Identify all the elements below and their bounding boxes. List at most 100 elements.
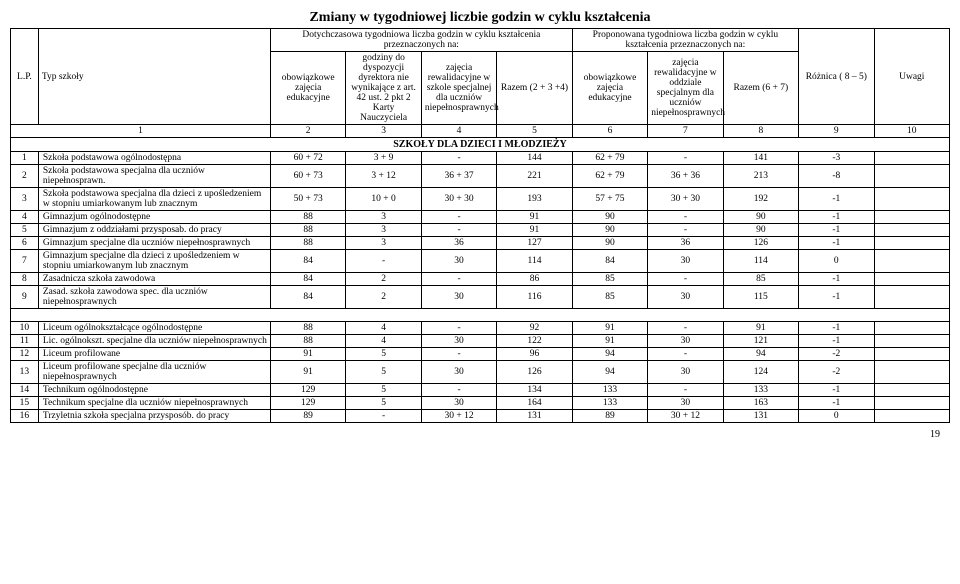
header-razem2: Razem (6 + 7) [723,52,798,125]
value-cell: 163 [723,397,798,410]
value-cell: 91 [270,348,345,361]
row-number: 5 [11,224,39,237]
value-cell [874,250,949,273]
school-name: Gimnazjum specjalne dla dzieci z upośled… [38,250,270,273]
school-name: Gimnazjum specjalne dla uczniów niepełno… [38,237,270,250]
value-cell: 30 + 12 [648,410,723,423]
value-cell [874,361,949,384]
value-cell: 126 [723,237,798,250]
value-cell: 85 [572,286,647,309]
value-cell: 122 [497,335,572,348]
header-rewal1: zajęcia rewalidacyjne w szkole specjalne… [421,52,496,125]
gap-row [11,309,950,322]
value-cell [874,335,949,348]
value-cell: -1 [799,335,874,348]
value-cell [874,348,949,361]
value-cell: 221 [497,165,572,188]
table-row: 4Gimnazjum ogólnodostępne883-9190-90-1 [11,211,950,224]
value-cell: 92 [497,322,572,335]
value-cell: 36 [421,237,496,250]
header-num-4: 4 [421,125,496,138]
value-cell [874,188,949,211]
school-name: Szkoła podstawowa specjalna dla dzieci z… [38,188,270,211]
value-cell [874,397,949,410]
header-razem1: Razem (2 + 3 +4) [497,52,572,125]
row-number: 1 [11,152,39,165]
value-cell [874,322,949,335]
row-number: 14 [11,384,39,397]
school-name: Liceum profilowane [38,348,270,361]
value-cell [874,286,949,309]
value-cell: 127 [497,237,572,250]
value-cell: 94 [572,348,647,361]
value-cell: 89 [270,410,345,423]
value-cell: 90 [723,224,798,237]
value-cell: 213 [723,165,798,188]
value-cell: -3 [799,152,874,165]
row-number: 11 [11,335,39,348]
table-row: 3Szkoła podstawowa specjalna dla dzieci … [11,188,950,211]
value-cell: 0 [799,250,874,273]
value-cell: - [346,410,421,423]
school-name: Liceum ogólnokształcące ogólnodostępne [38,322,270,335]
table-row: 7Gimnazjum specjalne dla dzieci z upośle… [11,250,950,273]
row-number: 9 [11,286,39,309]
header-num-1: 1 [11,125,271,138]
table-body: SZKOŁY DLA DZIECI I MŁODZIEŻY 1Szkoła po… [11,138,950,423]
value-cell: 5 [346,384,421,397]
value-cell: 3 [346,211,421,224]
value-cell: 84 [270,286,345,309]
header-num-9: 9 [799,125,874,138]
header-roznica: Różnica ( 8 – 5) [799,29,874,125]
table-row: 12Liceum profilowane915-9694-94-2 [11,348,950,361]
row-number: 6 [11,237,39,250]
value-cell: 129 [270,384,345,397]
table-row: 6Gimnazjum specjalne dla uczniów niepełn… [11,237,950,250]
value-cell: 57 + 75 [572,188,647,211]
header-num-3: 3 [346,125,421,138]
school-name: Gimnazjum z oddziałami przysposab. do pr… [38,224,270,237]
value-cell: - [648,211,723,224]
value-cell [874,152,949,165]
value-cell: 0 [799,410,874,423]
value-cell: 36 + 36 [648,165,723,188]
value-cell: - [648,322,723,335]
value-cell: 141 [723,152,798,165]
value-cell: 121 [723,335,798,348]
row-number: 3 [11,188,39,211]
table-row: 1Szkoła podstawowa ogólnodostępna60 + 72… [11,152,950,165]
header-obow1: obowiązkowe zajęcia edukacyjne [270,52,345,125]
value-cell: 91 [497,211,572,224]
value-cell: 3 [346,237,421,250]
value-cell: 36 [648,237,723,250]
value-cell: - [421,273,496,286]
value-cell: 114 [723,250,798,273]
school-name: Technikum specjalne dla uczniów niepełno… [38,397,270,410]
header-lp: L.P. [11,29,39,125]
value-cell [874,273,949,286]
row-number: 10 [11,322,39,335]
row-number: 8 [11,273,39,286]
value-cell: 88 [270,237,345,250]
value-cell: 90 [723,211,798,224]
value-cell: -1 [799,384,874,397]
value-cell: 4 [346,335,421,348]
value-cell: 88 [270,322,345,335]
header-dotych: Dotychczasowa tygodniowa liczba godzin w… [270,29,572,52]
value-cell: -1 [799,397,874,410]
value-cell: 84 [572,250,647,273]
value-cell: 91 [270,361,345,384]
value-cell: 50 + 73 [270,188,345,211]
value-cell: 133 [723,384,798,397]
table-row: 16Trzyletnia szkoła specjalna przysposób… [11,410,950,423]
value-cell: - [648,348,723,361]
section-header: SZKOŁY DLA DZIECI I MŁODZIEŻY [11,138,950,152]
school-name: Szkoła podstawowa ogólnodostępna [38,152,270,165]
header-obow2: obowiązkowe zajęcia edukacyjne [572,52,647,125]
school-name: Zasadnicza szkoła zawodowa [38,273,270,286]
header-num-8: 8 [723,125,798,138]
header-num-6: 6 [572,125,647,138]
value-cell: 2 [346,286,421,309]
value-cell: 85 [572,273,647,286]
value-cell: 30 [648,250,723,273]
